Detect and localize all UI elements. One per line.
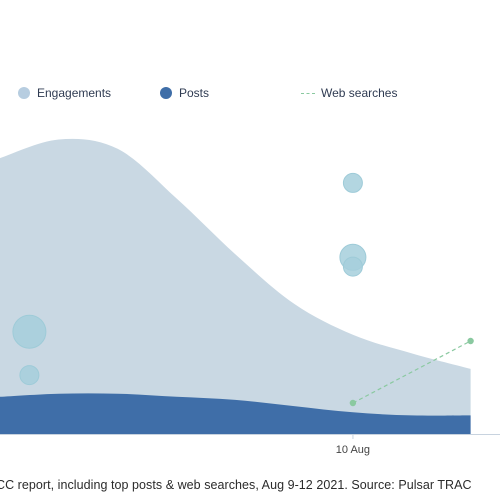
legend-label-web-searches: Web searches	[321, 86, 398, 100]
point-web-searches-1	[349, 399, 357, 407]
bubble-top-post-5	[342, 256, 363, 277]
legend-swatch-web-searches	[301, 92, 315, 94]
legend-item-web-searches[interactable]: Web searches	[301, 86, 397, 100]
legend-label-engagements: Engagements	[37, 86, 112, 100]
x-tick-label-1: 10 Aug	[336, 444, 370, 456]
legend-swatch-engagements	[18, 87, 30, 99]
bubble-top-post-1	[12, 314, 47, 349]
legend-item-engagements[interactable]: Engagements	[18, 86, 111, 100]
bubble-top-post-3	[342, 172, 363, 193]
legend-item-posts[interactable]: Posts	[160, 86, 209, 100]
chart-caption: CC report, including top posts & web sea…	[0, 478, 472, 492]
line-web-searches	[352, 340, 471, 404]
legend-label-posts: Posts	[179, 86, 210, 100]
area-engagements	[0, 138, 471, 434]
area-posts	[0, 393, 471, 434]
bubble-top-post-2	[19, 365, 40, 386]
chart-legend: Engagements Posts Web searches	[0, 86, 500, 106]
point-web-searches-2	[467, 337, 474, 345]
legend-swatch-posts	[160, 87, 172, 99]
